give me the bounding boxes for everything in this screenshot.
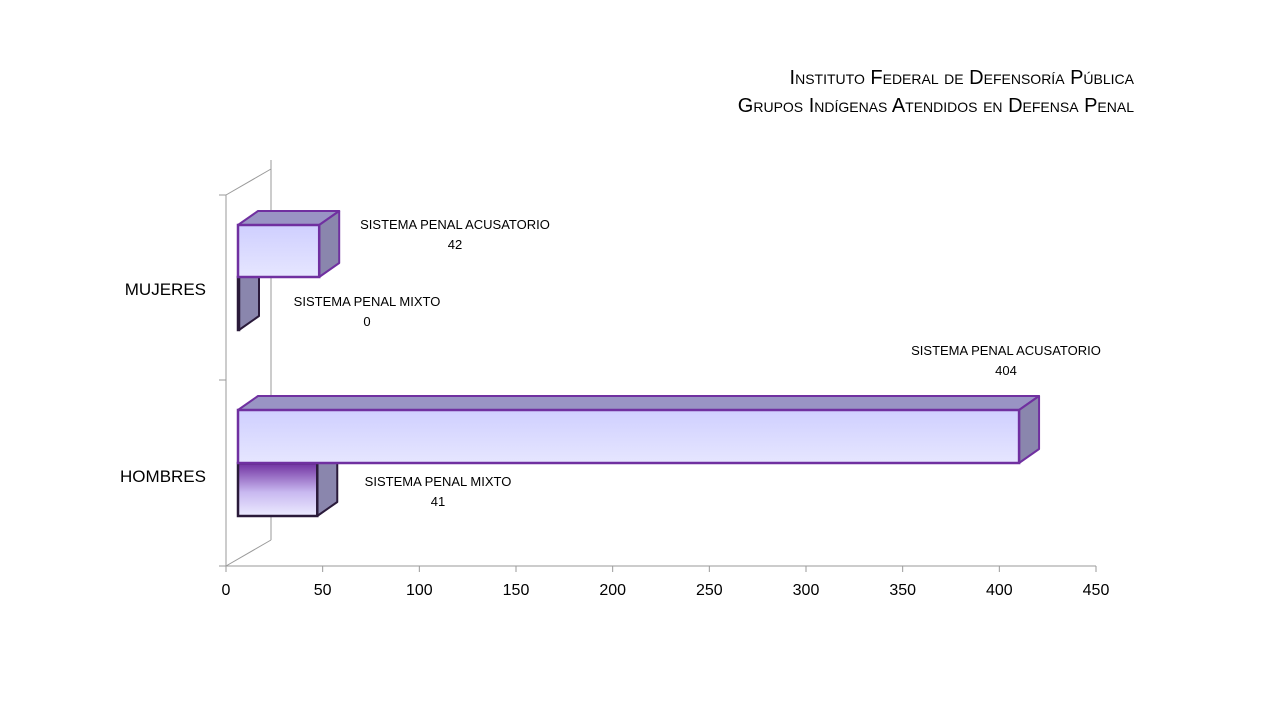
category-label: MUJERES — [125, 280, 206, 299]
chart-title: Instituto Federal de Defensoría Pública … — [738, 64, 1134, 120]
depth-floor-line — [225, 539, 272, 567]
bar-acusatorio-hombres — [236, 395, 1041, 465]
title-line-2: Grupos Indígenas Atendidos en Defensa Pe… — [737, 95, 1134, 117]
data-label-value: 404 — [995, 363, 1017, 378]
data-label-value: 42 — [448, 237, 462, 252]
data-label-name: SISTEMA PENAL ACUSATORIO — [360, 217, 550, 232]
x-tick-label: 450 — [1083, 582, 1110, 599]
x-tick-label: 0 — [222, 582, 231, 599]
x-tick-label: 150 — [503, 582, 530, 599]
bar-acusatorio-mujeres-front — [236, 223, 321, 279]
x-tick-label: 200 — [599, 582, 626, 599]
bar-mixto-hombres-front — [236, 461, 319, 518]
data-label-name: SISTEMA PENAL MIXTO — [294, 294, 441, 309]
category-label: HOMBRES — [120, 467, 206, 486]
data-label-name: SISTEMA PENAL MIXTO — [365, 474, 512, 489]
bar-mixto-mujeres-front — [236, 275, 241, 332]
bar-acusatorio-hombres-front — [236, 408, 1021, 465]
bar-acusatorio-mujeres — [236, 210, 341, 279]
x-tick-label: 300 — [793, 582, 820, 599]
x-tick-label: 400 — [986, 582, 1013, 599]
title-line-1: Instituto Federal de Defensoría Pública — [789, 67, 1134, 89]
data-label-name: SISTEMA PENAL ACUSATORIO — [911, 343, 1101, 358]
data-label-value: 0 — [363, 314, 370, 329]
depth-top-line — [225, 168, 272, 196]
x-tick-label: 100 — [406, 582, 433, 599]
bar-acusatorio-hombres-top — [237, 395, 1041, 411]
x-tick-label: 350 — [889, 582, 916, 599]
data-label-value: 41 — [431, 494, 445, 509]
x-tick-label: 50 — [314, 582, 332, 599]
x-tick-label: 250 — [696, 582, 723, 599]
